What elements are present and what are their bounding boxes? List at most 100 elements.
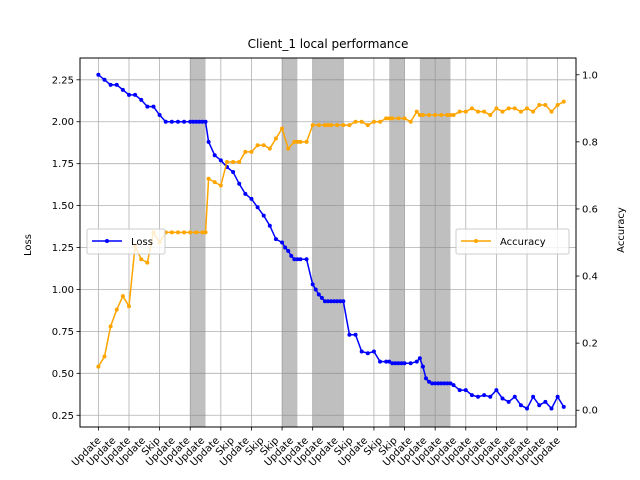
data-point-accuracy-60 [433,113,438,118]
data-point-accuracy-53 [396,116,401,121]
data-point-loss-11 [163,119,168,124]
data-point-accuracy-78 [537,102,542,107]
chart-title: Client_1 local performance [248,37,409,51]
data-point-accuracy-2 [108,324,113,329]
tick-label-left-8: 2.25 [52,75,74,86]
data-point-accuracy-35 [298,139,303,144]
y-axis-label-right: Accuracy [616,207,627,253]
data-point-accuracy-59 [427,113,432,118]
data-point-accuracy-67 [469,106,474,111]
tick-label-right-2: 0.4 [582,272,598,283]
tick-label-left-2: 0.75 [52,327,74,338]
legend-accuracy-box [455,228,570,255]
data-point-accuracy-7 [139,257,144,262]
data-point-loss-34 [283,245,288,250]
data-point-loss-70 [427,379,432,384]
skip-span-1 [282,58,298,427]
data-point-loss-40 [304,257,309,262]
data-point-loss-56 [371,349,376,354]
axes-frame [79,57,577,428]
data-point-loss-49 [335,299,340,304]
data-point-loss-5 [126,92,131,97]
data-point-loss-95 [555,394,560,399]
data-point-loss-6 [133,92,138,97]
data-point-accuracy-29 [267,146,272,151]
data-point-loss-43 [316,292,321,297]
data-point-loss-64 [402,361,407,366]
data-point-loss-53 [353,332,358,337]
data-point-accuracy-40 [326,123,330,128]
data-point-loss-20 [203,119,208,124]
data-point-loss-25 [231,170,236,175]
data-point-accuracy-15 [188,230,193,235]
data-point-loss-89 [518,403,523,408]
skip-span-2 [312,58,328,427]
data-point-loss-68 [420,364,425,369]
data-point-accuracy-50 [384,116,389,121]
data-point-accuracy-25 [243,149,248,154]
tick-label-left-1: 0.50 [52,369,74,380]
data-point-accuracy-33 [292,139,297,144]
data-point-loss-94 [549,406,554,411]
data-point-accuracy-43 [341,123,346,128]
data-point-accuracy-17 [200,230,205,235]
data-point-loss-60 [390,361,395,366]
data-point-accuracy-31 [280,126,285,131]
data-point-loss-28 [249,196,254,201]
data-point-loss-9 [151,104,156,109]
data-point-loss-38 [295,257,300,262]
data-point-accuracy-48 [371,119,376,124]
data-point-accuracy-71 [494,106,499,111]
data-point-accuracy-1 [102,354,107,359]
data-point-accuracy-79 [543,102,548,107]
legend-accuracy-marker [474,239,478,243]
data-point-accuracy-77 [531,109,536,114]
data-point-accuracy-38 [316,123,321,128]
tick-label-left-5: 1.50 [52,201,74,212]
data-point-accuracy-65 [457,109,462,114]
data-point-loss-45 [322,299,327,304]
data-point-accuracy-55 [408,119,413,124]
data-point-accuracy-16 [194,230,199,235]
data-point-loss-80 [463,388,468,393]
data-point-accuracy-32 [286,146,291,151]
data-point-loss-22 [212,153,217,158]
tick-label-right-1: 0.2 [582,339,598,350]
data-point-loss-21 [206,139,211,144]
data-point-accuracy-49 [378,119,383,124]
data-point-accuracy-34 [295,139,300,144]
data-point-loss-33 [280,240,285,245]
data-point-loss-30 [261,213,266,218]
data-point-accuracy-18 [203,230,208,235]
data-point-loss-7 [139,97,144,102]
data-point-loss-96 [561,404,566,409]
data-point-loss-87 [506,399,511,404]
skip-span-3 [328,58,344,427]
legend-loss-label: Loss [131,237,153,248]
data-point-loss-66 [414,359,419,364]
tick-label-right-4: 0.8 [582,137,598,148]
data-point-accuracy-63 [448,113,453,118]
data-point-accuracy-8 [145,260,150,265]
data-point-loss-48 [332,299,337,304]
data-point-loss-2 [108,82,113,87]
data-point-accuracy-41 [329,123,334,128]
data-point-accuracy-46 [359,119,364,124]
data-point-loss-39 [298,257,303,262]
data-point-loss-51 [341,299,346,304]
data-point-loss-14 [182,119,187,124]
data-point-accuracy-47 [365,123,370,128]
data-point-loss-75 [442,381,447,386]
data-point-accuracy-37 [310,123,315,128]
data-point-loss-1 [102,77,107,82]
data-point-accuracy-56 [414,109,419,114]
data-point-accuracy-22 [224,159,229,164]
data-point-loss-46 [326,299,330,304]
data-point-loss-58 [384,359,389,364]
data-point-accuracy-80 [549,109,554,114]
tick-label-right-3: 0.6 [582,204,598,215]
data-point-accuracy-61 [439,113,444,118]
data-point-loss-76 [445,381,450,386]
legend-loss-marker [105,239,109,243]
